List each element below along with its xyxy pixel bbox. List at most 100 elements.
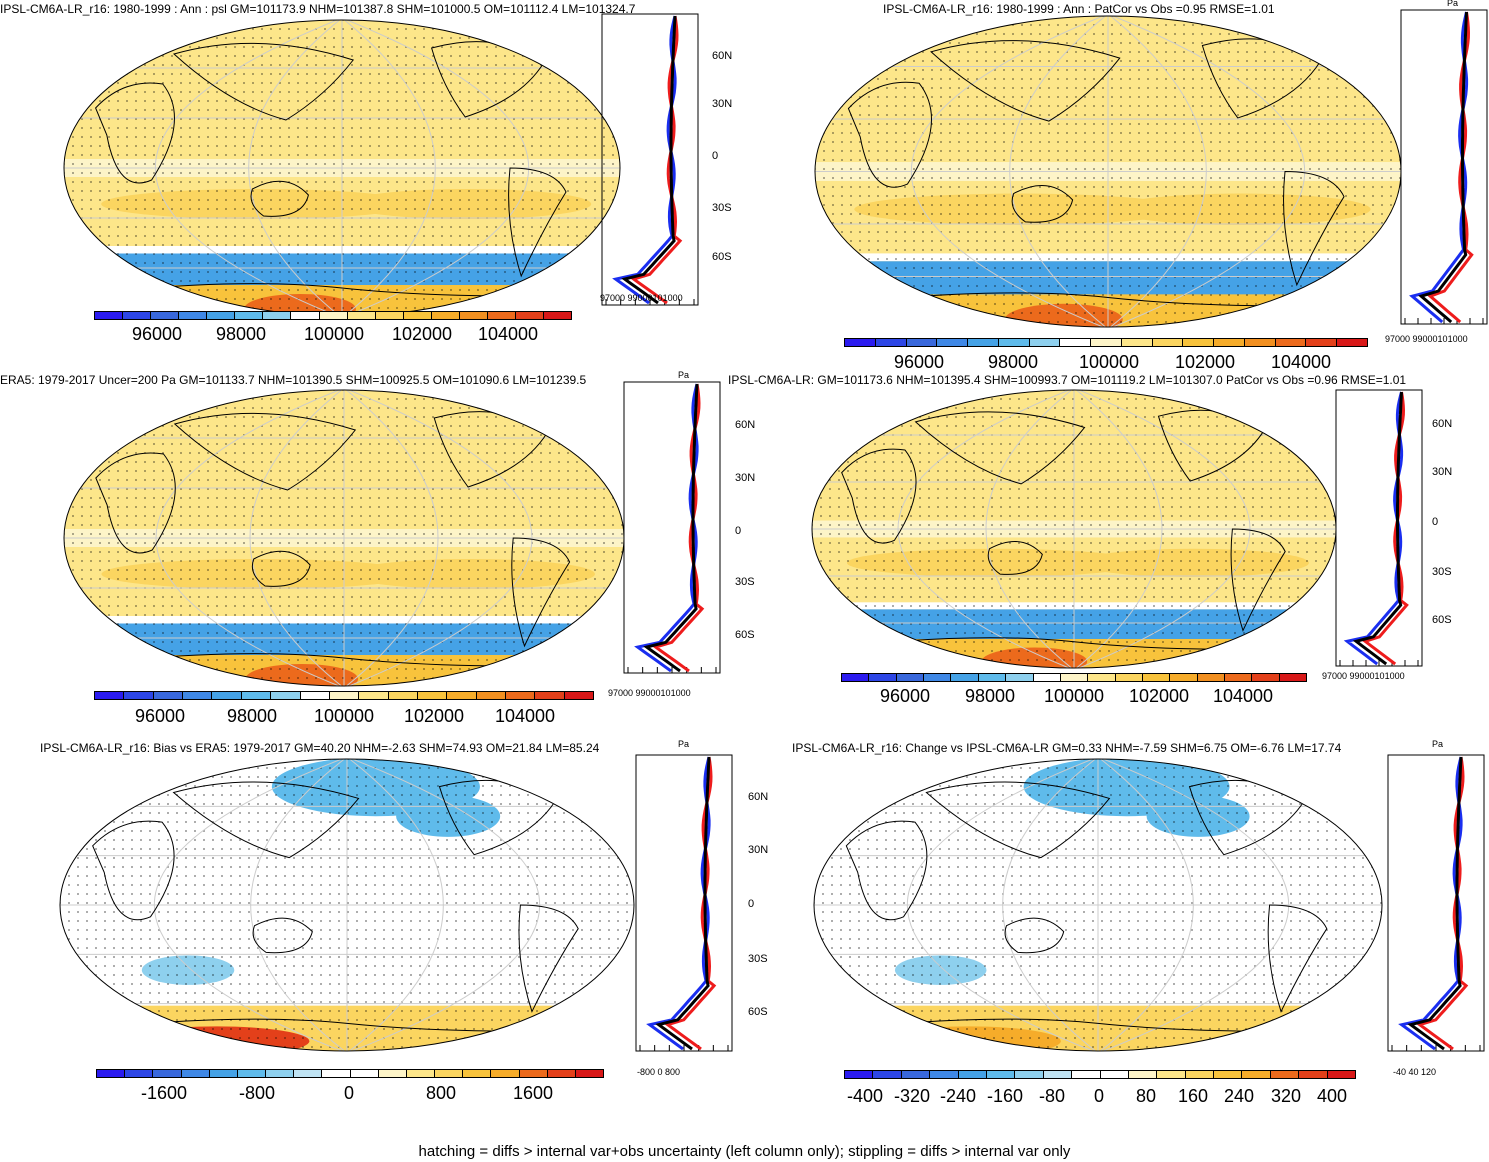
colorbar-swatch (1088, 674, 1116, 681)
colorbar-swatch (181, 1070, 210, 1077)
colorbar-swatch (237, 1070, 267, 1077)
lat-label: 30N (735, 472, 756, 484)
africa-coastline (95, 82, 175, 184)
colorbar-swatch (447, 692, 477, 699)
colorbar-label: -1600 (140, 1083, 188, 1103)
colorbar-swatch (1142, 674, 1171, 681)
footer-caption: hatching = diffs > internal var+obs unce… (418, 1143, 1071, 1160)
colorbar-swatch (151, 312, 180, 319)
colorbar-swatch (845, 1071, 874, 1078)
colorbar-label: 98000 (226, 706, 278, 726)
colorbar-label: 100000 (1043, 686, 1105, 706)
colorbar-swatch (124, 692, 154, 699)
colorbar-swatch (515, 312, 544, 319)
australia-coastline (1011, 184, 1074, 223)
colorbar-label: 100000 (303, 324, 365, 344)
colorbar (841, 673, 1307, 682)
colorbar-swatch (1029, 339, 1061, 346)
longitude-gridline (985, 390, 1075, 668)
colorbar-swatch (300, 692, 330, 699)
panel-patcor: IPSL-CM6A-LR_r16: 1980-1999 : Ann : PatC… (745, 0, 1489, 372)
zonal-mean-ticks: 97000 99000101000 (1322, 671, 1405, 681)
colorbar-swatch (1214, 339, 1245, 346)
lat-label: 30N (712, 98, 733, 110)
africa-coastline (841, 448, 917, 544)
colorbar-swatch (179, 312, 208, 319)
colorbar-swatch (1091, 339, 1122, 346)
map-layer (64, 390, 624, 686)
colorbar-label: 96000 (131, 324, 183, 344)
colorbar-swatch (212, 692, 242, 699)
colorbar-swatch (1337, 339, 1368, 346)
lat-label: 30N (748, 844, 769, 856)
lat-label: 0 (735, 525, 742, 537)
colorbar-swatch (1270, 1071, 1300, 1078)
colorbar-label: 98000 (215, 324, 267, 344)
eurasia-coastline (172, 781, 360, 859)
colorbar-swatch (487, 312, 516, 319)
colorbar-swatch (1183, 339, 1215, 346)
colorbar-label: 320 (1270, 1086, 1302, 1106)
colorbar-swatch (1128, 1071, 1158, 1078)
panel-title: ERA5: 1979-2017 Uncer=200 Pa GM=101133.7… (0, 373, 587, 387)
zonal-mean-ticks: 97000 99000101000 (608, 688, 691, 698)
australia-coastline (1004, 917, 1065, 954)
south-america-coastline (1283, 170, 1345, 287)
lat-label: 60N (735, 419, 756, 431)
africa-coastline (95, 452, 176, 554)
colorbar-swatch (901, 1071, 931, 1078)
colorbar-swatch (575, 1070, 604, 1077)
colorbar-swatch (459, 312, 488, 319)
zonal-mean-plot (635, 754, 733, 1052)
colorbar-swatch (951, 674, 979, 681)
colorbar-swatch (95, 692, 125, 699)
colorbar-swatch (1299, 1071, 1328, 1078)
colorbar-label: 102000 (391, 324, 453, 344)
eurasia-coastline (172, 42, 355, 121)
zonal-mean-plot (623, 381, 721, 674)
colorbar-label: 102000 (403, 706, 465, 726)
longitude-gridline (249, 390, 345, 686)
zonal-mean-unit: Pa (678, 739, 690, 749)
colorbar-swatch (924, 674, 952, 681)
colorbar-label: 160 (1177, 1086, 1209, 1106)
longitude-gridline (910, 16, 1109, 327)
colorbar-swatch (207, 312, 236, 319)
colorbar-swatch (1043, 1071, 1073, 1078)
zonal-mean-obs-line (1398, 756, 1463, 1051)
zonal-mean-ticks: -800 0 800 (637, 1067, 681, 1077)
panel-model-psl: IPSL-CM6A-LR_r16: 1980-1999 : Ann : psl … (0, 0, 745, 345)
lat-label: 30S (735, 576, 755, 588)
colorbar-swatch (1152, 339, 1184, 346)
australia-coastline (987, 541, 1043, 575)
colorbar-swatch (123, 312, 152, 319)
zonal-mean-ticks: 97000 99000101000 (1385, 334, 1468, 344)
colorbar (94, 691, 594, 700)
africa-coastline (847, 81, 932, 188)
longitude-gridline (1097, 759, 1194, 1051)
colorbar-swatch (291, 312, 320, 319)
colorbar-swatch (869, 674, 897, 681)
colorbar-label: -160 (986, 1086, 1024, 1106)
south-america-coastline (518, 904, 579, 1013)
colorbar-label: 96000 (134, 706, 186, 726)
panel-title: IPSL-CM6A-LR_r16: 1980-1999 : Ann : psl … (0, 2, 636, 16)
robinson-map (813, 758, 1383, 1052)
colorbar-swatch (1060, 674, 1089, 681)
zonal-mean-plot (1335, 389, 1423, 667)
zonal-mean-unit: Pa (1447, 0, 1459, 8)
zonal-mean-line (643, 383, 699, 673)
lat-label: 0 (712, 150, 719, 162)
colorbar-label: 0 (343, 1083, 355, 1103)
map-layer (815, 16, 1401, 327)
robinson-map (63, 389, 625, 687)
colorbar-swatch (241, 692, 272, 699)
colorbar-swatch (1015, 1071, 1044, 1078)
colorbar-swatch (845, 339, 876, 346)
colorbar-label: 80 (1135, 1086, 1157, 1106)
zonal-mean-line (1418, 11, 1468, 324)
colorbar-swatch (403, 312, 432, 319)
colorbar-swatch (319, 312, 348, 319)
robinson-map (59, 758, 635, 1052)
zonal-mean-obs-line (646, 756, 711, 1051)
